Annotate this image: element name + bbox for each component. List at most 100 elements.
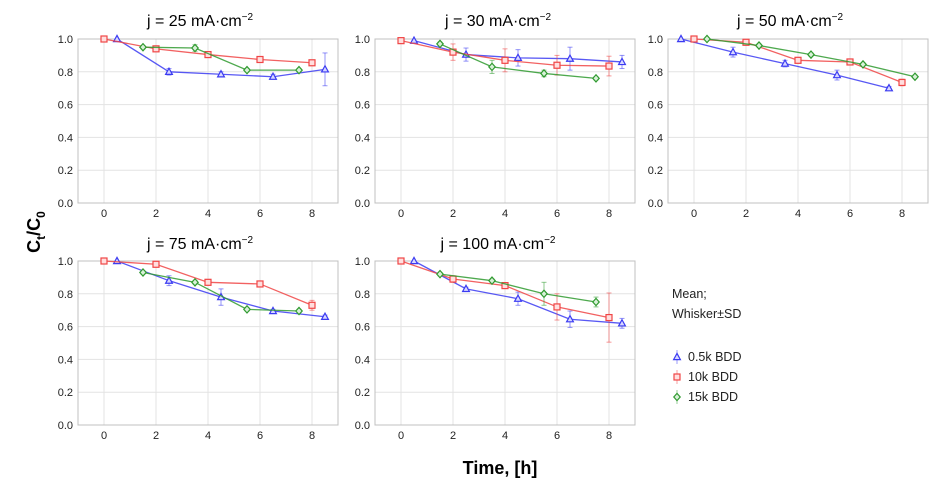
series-0-5k-bdd — [409, 256, 627, 329]
series-line — [142, 46, 299, 71]
x-tick-label: 6 — [554, 430, 560, 442]
data-point — [591, 297, 601, 307]
legend-marker — [673, 373, 681, 381]
data-point — [435, 269, 445, 279]
x-tick-label: 6 — [554, 208, 560, 220]
panel-j100: 0.0 0.2 0.4 0.6 0.8 1.0 0 2 4 6 8 j = 100 mA·cm−2 — [355, 235, 636, 442]
legend-label: 10k BDD — [688, 370, 738, 384]
y-tick-label: 0.2 — [355, 165, 370, 177]
x-tick-label: 4 — [205, 208, 211, 220]
x-tick-label: 4 — [795, 208, 801, 220]
data-point — [461, 284, 471, 293]
data-point — [605, 62, 613, 70]
panel-title: j = 25 mA·cm−2 — [146, 12, 254, 30]
data-point — [884, 83, 894, 92]
data-point — [449, 275, 457, 283]
data-point — [242, 304, 252, 314]
data-point — [294, 65, 304, 75]
panel-j25: 0.0 0.2 0.4 0.6 0.8 1.0 0 2 4 6 8 j = 25 mA·cm−2 — [58, 12, 339, 220]
data-point — [320, 311, 330, 320]
y-tick-label: 0.0 — [58, 420, 73, 432]
data-point — [539, 68, 549, 78]
panel-title: j = 75 mA·cm−2 — [146, 235, 254, 253]
y-tick-label: 0.8 — [58, 289, 73, 301]
data-point — [204, 278, 212, 286]
legend-entry: 10k BDD — [673, 370, 738, 384]
data-point — [308, 59, 316, 67]
y-tick-label: 0.4 — [355, 354, 370, 366]
data-point — [216, 69, 226, 78]
data-point — [565, 314, 575, 323]
legend-caption-whisker: Whisker±SD — [672, 307, 741, 321]
series-0-5k-bdd — [112, 34, 330, 87]
data-point — [320, 64, 330, 73]
data-point — [513, 293, 523, 302]
data-point — [794, 56, 802, 64]
data-point — [690, 35, 698, 43]
panel-title: j = 50 mA·cm−2 — [736, 12, 844, 30]
plot-frame — [374, 38, 636, 204]
data-point — [152, 260, 160, 268]
series-15k-bdd — [138, 267, 304, 316]
y-tick-label: 1.0 — [58, 256, 73, 268]
y-tick-label: 0.6 — [355, 100, 370, 112]
series-line — [142, 271, 300, 312]
legend-entry: 15k BDD — [672, 390, 738, 404]
data-point — [487, 276, 497, 286]
y-tick-label: 0.6 — [58, 100, 73, 112]
y-tick-label: 0.8 — [58, 67, 73, 79]
data-point — [617, 318, 627, 327]
x-tick-label: 2 — [153, 208, 159, 220]
x-tick-label: 8 — [309, 430, 315, 442]
legend-entries: 0.5k BDD 10k BDD 15k BDD — [672, 350, 742, 404]
data-point — [190, 277, 200, 287]
x-tick-label: 2 — [450, 208, 456, 220]
series-0-5k-bdd — [676, 34, 894, 92]
x-tick-label: 0 — [101, 208, 107, 220]
data-point — [742, 38, 750, 46]
y-tick-label: 0.2 — [355, 387, 370, 399]
data-point — [605, 313, 613, 322]
y-tick-label: 0.4 — [355, 132, 370, 144]
data-point — [294, 306, 304, 316]
y-tick-label: 0.2 — [648, 165, 663, 177]
data-point — [308, 301, 316, 309]
x-tick-label: 0 — [398, 208, 404, 220]
data-point — [676, 34, 686, 43]
data-point — [806, 50, 816, 60]
data-point — [501, 282, 509, 290]
y-tick-label: 0.4 — [58, 132, 73, 144]
data-point — [617, 57, 627, 66]
data-point — [435, 39, 445, 49]
legend-entry: 0.5k BDD — [672, 350, 742, 364]
y-tick-label: 0.4 — [58, 354, 73, 366]
y-axis-title: Ct/C0 — [24, 211, 48, 253]
y-tick-label: 0.6 — [355, 322, 370, 334]
x-tick-label: 6 — [847, 208, 853, 220]
series-10k-bdd — [100, 257, 316, 311]
x-tick-label: 2 — [743, 208, 749, 220]
y-tick-label: 1.0 — [648, 34, 663, 46]
x-tick-label: 2 — [450, 430, 456, 442]
plot-frame — [77, 38, 339, 204]
y-tick-label: 0.0 — [648, 198, 663, 210]
x-tick-label: 8 — [899, 208, 905, 220]
y-tick-label: 0.0 — [58, 198, 73, 210]
data-point — [910, 72, 920, 82]
data-point — [138, 42, 148, 52]
data-point — [112, 256, 122, 265]
panel-title: j = 100 mA·cm−2 — [440, 235, 556, 253]
data-point — [100, 35, 108, 43]
y-tick-label: 0.8 — [355, 289, 370, 301]
y-tick-label: 0.8 — [355, 67, 370, 79]
data-point — [164, 66, 174, 76]
legend-label: 0.5k BDD — [688, 350, 742, 364]
data-point — [242, 65, 252, 75]
data-point — [487, 62, 497, 72]
data-point — [501, 56, 509, 64]
data-point — [565, 53, 575, 62]
x-tick-label: 8 — [309, 208, 315, 220]
y-tick-label: 0.8 — [648, 67, 663, 79]
series-15k-bdd — [435, 39, 601, 83]
